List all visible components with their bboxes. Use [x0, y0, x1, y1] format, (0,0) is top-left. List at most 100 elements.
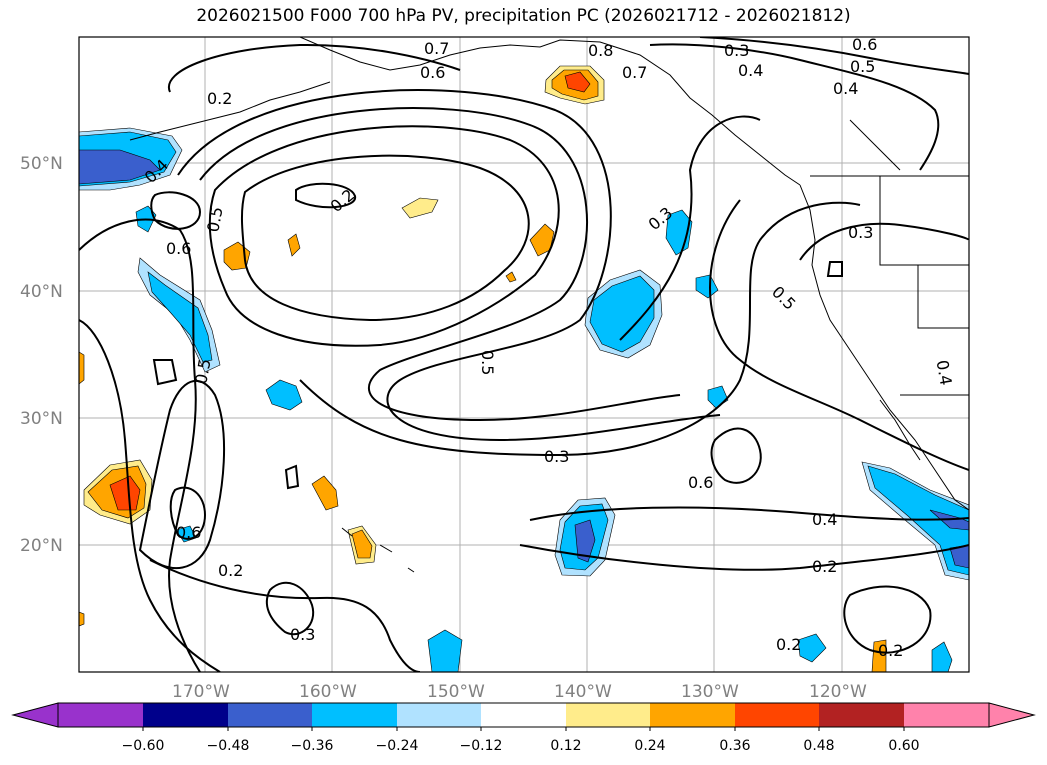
contour-05-right [709, 199, 969, 471]
contour-north-right [649, 43, 940, 171]
contour-label: 0.6 [688, 473, 713, 492]
contour-small-6 [826, 261, 843, 277]
lat-label-30n: 30°N [20, 409, 63, 429]
coastline-alaska [299, 37, 801, 186]
lon-label-160w: 160°W [299, 682, 357, 702]
contour-label: 0.3 [290, 625, 315, 644]
colorbar-tick: −0.12 [460, 738, 503, 754]
contour-label: 0.7 [622, 63, 647, 82]
latitude-labels: 50°N 40°N 30°N 20°N [20, 154, 63, 556]
contour-04-lower [529, 506, 969, 521]
contour-label: 0.2 [776, 635, 801, 654]
lon-label-150w: 150°W [427, 682, 485, 702]
contour-label: 0.5 [191, 357, 214, 385]
colorbar-segment [397, 703, 481, 727]
shade-neg-w-streak-mid [147, 271, 213, 363]
shade-pos-hawaii2-mid [351, 529, 373, 559]
contour-label: 0.3 [544, 447, 569, 466]
shade-neg-bottom3 [931, 641, 953, 672]
border-state2 [917, 265, 969, 329]
colorbar-tick: −0.36 [291, 738, 334, 754]
shade-neg-mid-small [265, 379, 303, 411]
shade-neg-south-strong [574, 519, 596, 563]
lon-label-130w: 130°W [681, 682, 739, 702]
contour-label: 0.5 [203, 205, 226, 233]
contour-label: 0.4 [933, 358, 956, 386]
coastlines [129, 37, 969, 573]
shade-neg-bottom2 [797, 633, 827, 663]
contour-label: 0.4 [738, 61, 763, 80]
contour-label: 0.2 [812, 557, 837, 576]
contour-06-right [619, 115, 761, 341]
plot-frame [78, 36, 970, 673]
map-title: 2026021500 F000 700 hPa PV, precipitatio… [196, 6, 851, 26]
contour-02-north [167, 43, 461, 93]
colorbar-segment [228, 703, 312, 727]
shade-neg-bottom1 [427, 629, 463, 672]
contour-label: 0.4 [812, 510, 837, 529]
contour-02-lower [519, 544, 969, 571]
contour-label: 0.4 [833, 79, 858, 98]
contour-right-loop [710, 427, 762, 484]
plot-area: 0.2 0.2 0.2 0.2 0.2 0.2 0.3 0.3 0.3 0.3 … [79, 35, 969, 672]
coastline-aleutians [129, 81, 331, 141]
shade-pos-w-edge [79, 351, 85, 385]
contour-label: 0.8 [588, 41, 613, 60]
contour-small-3 [265, 581, 315, 635]
contour-label: 0.6 [420, 63, 445, 82]
border-state3 [849, 119, 901, 171]
shade-pos-bottom [871, 639, 887, 672]
shade-pos-mid-small2 [401, 197, 439, 219]
contour-04-band [199, 107, 681, 422]
contour-west-3 [138, 379, 226, 569]
coastline-baja [879, 399, 921, 461]
colorbar-segment [735, 703, 819, 727]
lat-label-50n: 50°N [20, 154, 63, 174]
contour-label: 0.2 [878, 641, 903, 660]
contour-03-lower [299, 201, 861, 457]
colorbar-tick: −0.48 [207, 738, 250, 754]
contour-west-2 [79, 319, 221, 672]
colorbar-segment [312, 703, 397, 727]
contour-small-5 [169, 486, 207, 540]
shade-pos-north-strong [564, 71, 591, 93]
contour-03-big [208, 125, 560, 347]
contour-label: 0.3 [724, 41, 749, 60]
contour-small-1 [150, 191, 202, 230]
contour-label: 0.6 [176, 523, 201, 542]
shade-neg-nw-strong [79, 149, 161, 185]
contour-label: 0.6 [852, 35, 877, 54]
contour-small-4 [843, 585, 932, 654]
colorbar-segment [650, 703, 735, 727]
coastline-hawaii [341, 527, 415, 573]
shade-pos-center-small [529, 223, 555, 257]
longitude-labels: 170°W 160°W 150°W 140°W 130°W 120°W [172, 682, 867, 702]
lon-label-120w: 120°W [809, 682, 867, 702]
contour-label: 0.2 [207, 89, 232, 108]
shade-pos-sw-strong [109, 475, 141, 511]
contour-02-big [240, 154, 530, 322]
colorbar-segment [819, 703, 904, 727]
colorbar-tick: 0.60 [888, 738, 919, 754]
shade-pos-hawaii1 [311, 475, 339, 511]
colorbar-tick: 0.48 [803, 738, 834, 754]
lat-label-20n: 20°N [20, 536, 63, 556]
contour-05-band [177, 89, 721, 442]
colorbar-segment [143, 703, 228, 727]
colorbar-segment [481, 703, 566, 727]
contour-label: 0.7 [424, 39, 449, 58]
shade-neg-center-mid [589, 275, 655, 353]
contour-02-bottom [149, 559, 421, 672]
shade-pos-left-bottom [79, 611, 85, 627]
lon-label-170w: 170°W [172, 682, 230, 702]
colorbar-segment [58, 703, 143, 727]
pv-contours [79, 37, 969, 672]
contour-right-upper [799, 222, 969, 261]
contour-label: 0.5 [478, 350, 497, 375]
shade-neg-center-small2 [695, 274, 719, 299]
colorbar-tick: 0.24 [634, 738, 665, 754]
contour-label: 0.5 [850, 57, 875, 76]
coastline-na-west [799, 184, 969, 511]
contour-small-2 [295, 182, 357, 209]
